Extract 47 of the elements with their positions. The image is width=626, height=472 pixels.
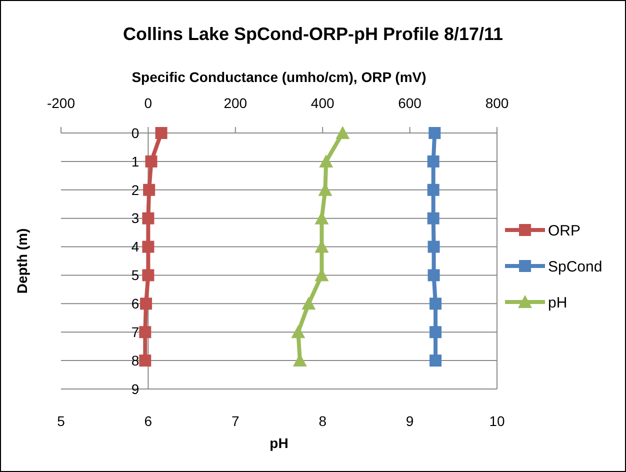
x2-tick-label: 200 [224, 95, 248, 111]
x2-tick-label: 600 [398, 95, 422, 111]
point [155, 127, 168, 139]
point [142, 212, 154, 224]
y-tick-label: 7 [131, 324, 140, 340]
y-tick-label: 0 [131, 124, 140, 141]
legend-label: ORP [548, 222, 581, 240]
x-tick-label: 8 [318, 413, 327, 429]
point [430, 298, 442, 310]
point [142, 240, 154, 253]
point [430, 354, 442, 367]
x-tick-label: 6 [144, 413, 152, 429]
y-tick-label: 4 [131, 238, 140, 255]
x-tick-label: 9 [406, 413, 414, 429]
y-tick-label: 9 [131, 380, 140, 397]
x2-tick-label: 0 [144, 95, 152, 111]
x2-tick-label: -200 [46, 95, 76, 111]
point [430, 326, 442, 338]
x-axis-title: pH [270, 435, 288, 451]
point [140, 298, 152, 310]
point [139, 326, 152, 338]
x2-tick-label: 800 [485, 95, 509, 111]
point [428, 269, 440, 282]
x-tick-label: 7 [232, 413, 240, 429]
point [427, 184, 440, 196]
point [139, 354, 152, 367]
point [427, 212, 440, 224]
chart-title: Collins Lake SpCond-ORP-pH Profile 8/17/11 [122, 24, 504, 44]
y-tick-label: 6 [131, 296, 140, 312]
point [143, 184, 156, 196]
legend-label: pH [548, 294, 568, 312]
y-tick-label: 8 [131, 352, 140, 368]
x2-tick-label: 400 [310, 95, 334, 111]
point [145, 155, 158, 168]
y-axis-title: Depth (m) [14, 228, 30, 294]
legend-label: SpCond [548, 258, 602, 276]
x-tick-label: 5 [57, 413, 66, 429]
y-tick-label: 5 [131, 267, 140, 284]
point [428, 240, 440, 253]
point [142, 269, 154, 282]
point [428, 127, 441, 139]
y-tick-label: 2 [131, 182, 140, 198]
point [427, 155, 440, 168]
x-tick-label: 10 [489, 413, 505, 429]
y-tick-label: 1 [131, 153, 140, 170]
y-tick-label: 3 [131, 210, 140, 226]
x2-axis-title: Specific Conductance (umho/cm), ORP (mV) [132, 69, 426, 85]
